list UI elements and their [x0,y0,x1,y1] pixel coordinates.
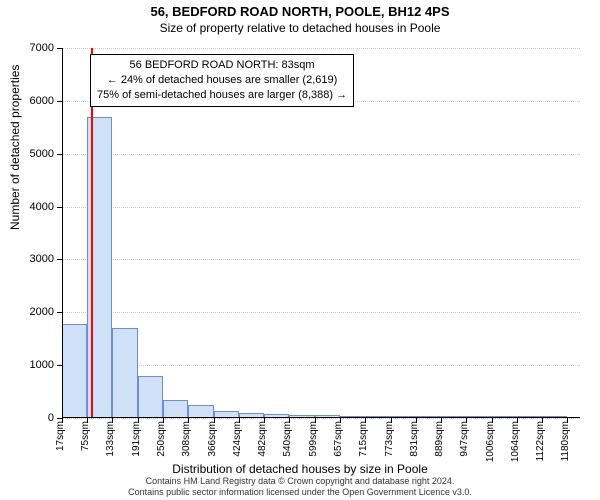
chart-title-main: 56, BEDFORD ROAD NORTH, POOLE, BH12 4PS [0,0,600,19]
histogram-bar [138,376,164,418]
histogram-bar [62,324,87,418]
gridline [62,312,580,313]
y-tick-label: 6000 [0,95,54,107]
chart-title-sub: Size of property relative to detached ho… [0,19,600,39]
y-tick-label: 4000 [0,201,54,213]
y-tick [57,154,62,155]
y-tick [57,312,62,313]
y-tick [57,365,62,366]
y-tick-label: 5000 [0,148,54,160]
gridline [62,259,580,260]
x-axis-title: Distribution of detached houses by size … [0,462,600,476]
gridline [62,207,580,208]
y-tick-label: 1000 [0,359,54,371]
y-tick-label: 3000 [0,253,54,265]
legend-line3: 75% of semi-detached houses are larger (… [97,88,347,103]
gridline [62,48,580,49]
y-tick [57,48,62,49]
footer-line2: Contains public sector information licen… [0,487,600,498]
legend-box: 56 BEDFORD ROAD NORTH: 83sqm← 24% of det… [90,54,354,107]
gridline [62,365,580,366]
legend-line1: 56 BEDFORD ROAD NORTH: 83sqm [97,58,347,73]
histogram-bar [112,328,137,418]
histogram-bar [163,400,188,419]
y-tick-label: 7000 [0,42,54,54]
footer-line1: Contains HM Land Registry data © Crown c… [0,476,600,487]
gridline [62,418,580,419]
y-tick [57,101,62,102]
y-tick-label: 0 [0,412,54,424]
y-tick-label: 2000 [0,306,54,318]
footer: Contains HM Land Registry data © Crown c… [0,476,600,498]
y-tick [57,207,62,208]
legend-line2: ← 24% of detached houses are smaller (2,… [97,73,347,88]
y-tick [57,259,62,260]
gridline [62,154,580,155]
